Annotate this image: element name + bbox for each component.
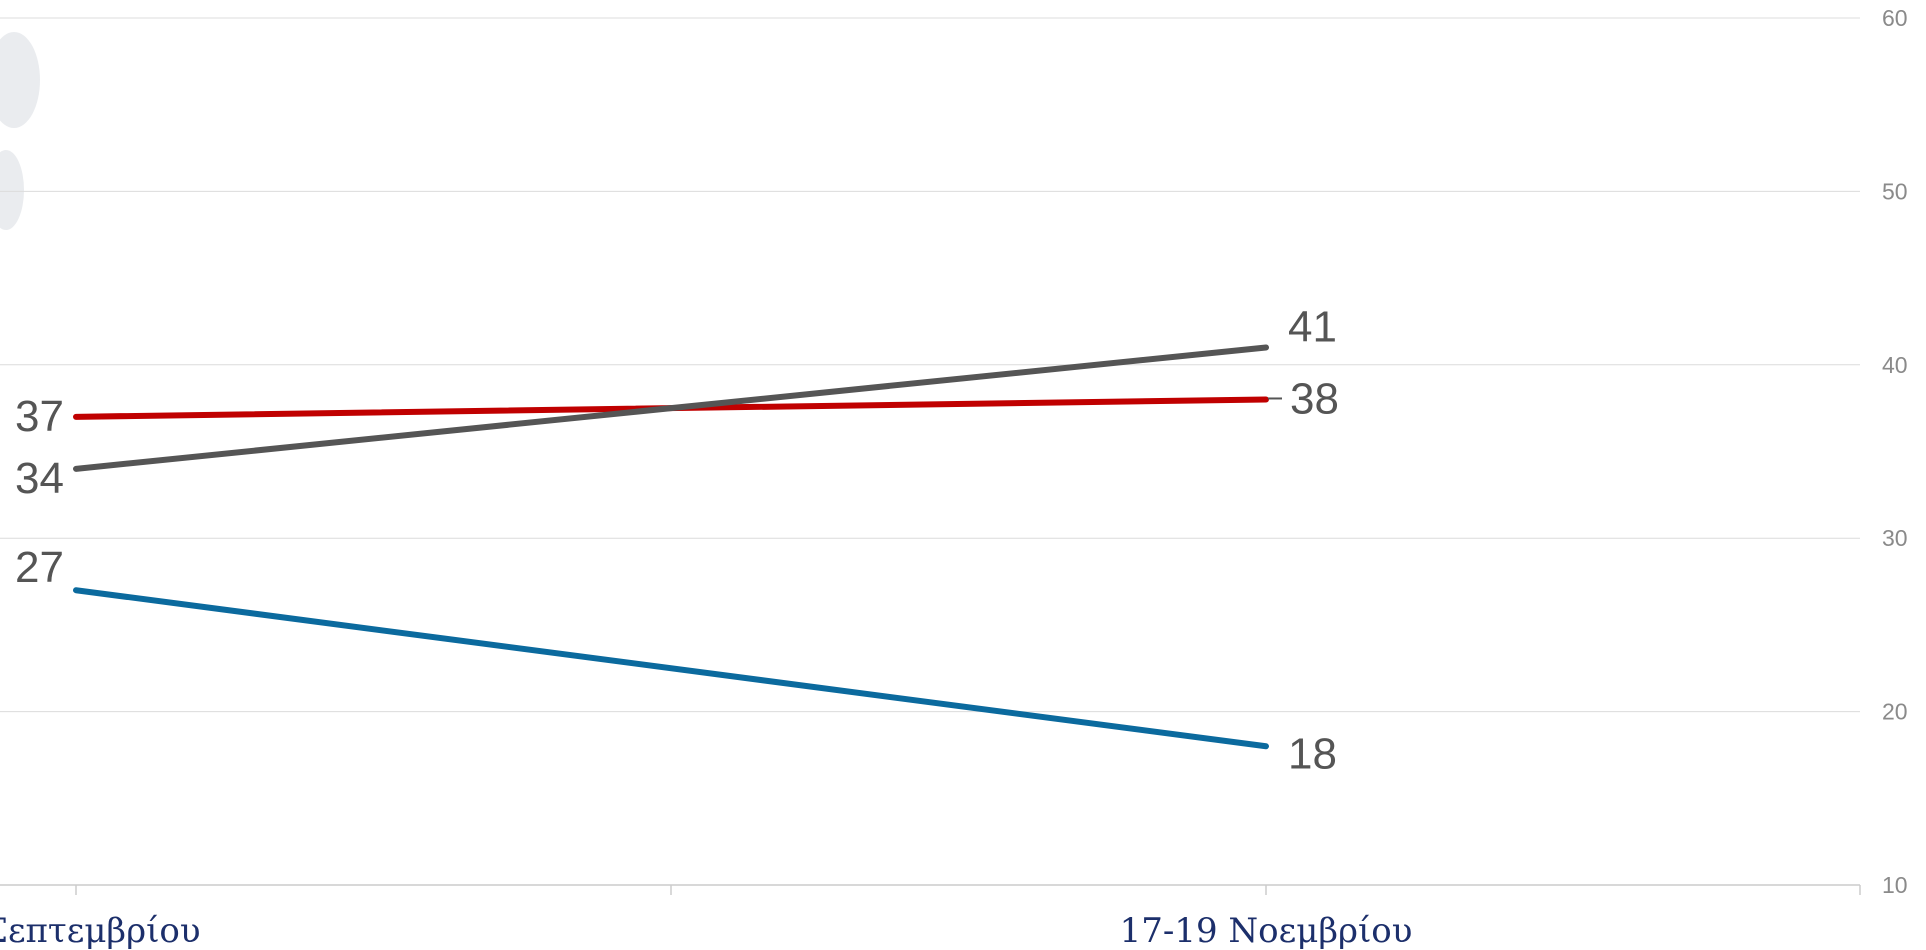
data-label: 37 (15, 392, 64, 441)
y-tick-label: 60 (1882, 5, 1908, 31)
watermark-decoration (0, 32, 40, 230)
x-axis: 3 Σεπτεμβρίου 17-19 Νοεμβρίου (0, 884, 1861, 950)
data-label: 41 (1288, 302, 1337, 351)
x-tick-label: 3 Σεπτεμβρίου (0, 911, 201, 950)
data-label: 34 (15, 454, 64, 503)
y-tick-label: 40 (1882, 352, 1908, 378)
y-tick-label: 20 (1882, 699, 1908, 725)
y-axis: 10 20 30 40 50 60 (1882, 5, 1908, 898)
data-label: 27 (15, 543, 64, 592)
series-line-1 (73, 344, 1269, 472)
y-tick-label: 50 (1882, 178, 1908, 204)
data-label: 38 (1290, 374, 1339, 423)
series-group (73, 344, 1282, 750)
data-label: 18 (1288, 729, 1337, 778)
y-tick-label: 10 (1882, 872, 1908, 898)
gridlines (0, 17, 1860, 713)
series-line-2 (73, 587, 1269, 750)
y-tick-label: 30 (1882, 525, 1908, 551)
data-labels: 37 38 34 41 27 18 (15, 302, 1339, 778)
x-tick-label: 17-19 Νοεμβρίου (1120, 911, 1413, 950)
